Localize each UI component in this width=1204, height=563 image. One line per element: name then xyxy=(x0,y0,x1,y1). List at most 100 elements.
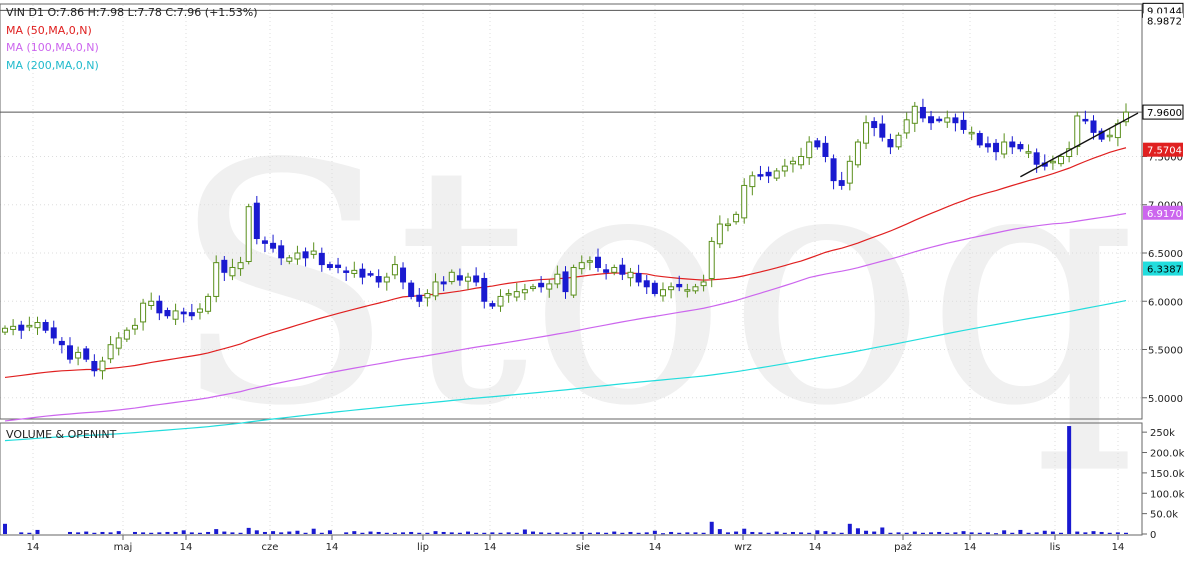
candle-body xyxy=(10,325,17,330)
volume-bar xyxy=(1067,426,1072,534)
candle-body xyxy=(676,283,683,288)
volume-bar xyxy=(985,532,990,534)
candle-body xyxy=(668,286,675,291)
date-axis: 14 maj 14 cze 14 lip 14 sie 14 wrz 14 paź 14 lis 14 xyxy=(27,535,1124,553)
candle-body xyxy=(936,118,943,122)
volume-bar xyxy=(279,532,284,534)
volume-bar xyxy=(141,532,146,534)
volume-bar xyxy=(392,532,397,534)
candle-body xyxy=(659,289,666,297)
candle-body xyxy=(1082,118,1089,122)
volume-bar xyxy=(457,532,462,534)
candle-body xyxy=(903,119,910,134)
x-tick-label: cze xyxy=(262,542,279,553)
symbol-header: VIN D1 O:7.86 H:7.98 L:7.78 C:7.96 (+1.5… xyxy=(6,6,258,19)
candle-body xyxy=(448,271,455,283)
candle-body xyxy=(513,291,520,298)
candle-body xyxy=(180,311,187,315)
candle-body xyxy=(505,293,512,296)
volume-bar xyxy=(360,532,365,534)
candle-body xyxy=(538,282,545,288)
volume-bar xyxy=(872,531,877,534)
volume-bar xyxy=(555,532,560,534)
candle-body xyxy=(465,276,472,282)
candle-body xyxy=(205,295,212,312)
volume-axis: 0 50.0k 100.0k 150.0k 200.0k 250k xyxy=(1142,428,1185,541)
volume-bar xyxy=(660,533,665,535)
volume-bar xyxy=(319,532,324,534)
volume-bar xyxy=(539,532,544,534)
ma200-legend: MA (200,MA,0,N) xyxy=(6,59,99,72)
volume-bar xyxy=(246,527,251,534)
candle-body xyxy=(99,360,106,372)
volume-bar xyxy=(482,532,487,534)
candle-body xyxy=(854,141,861,166)
volume-bar xyxy=(1083,532,1088,534)
candle-body xyxy=(521,289,528,294)
candle-body xyxy=(765,171,772,177)
volume-bar xyxy=(945,532,950,534)
volume-bar xyxy=(449,532,454,534)
volume-bar xyxy=(701,532,706,534)
volume-bar xyxy=(547,532,552,534)
candle-body xyxy=(546,283,553,290)
volume-bar xyxy=(522,529,527,534)
candle-body xyxy=(278,245,285,259)
volume-bar xyxy=(1091,531,1096,534)
volume-bar xyxy=(1034,532,1039,534)
vol-tick-label: 250k xyxy=(1150,428,1175,439)
volume-bar xyxy=(401,532,406,534)
x-tick-label: sie xyxy=(576,542,590,553)
volume-bar xyxy=(311,528,316,534)
volume-bar xyxy=(173,531,178,534)
volume-bar xyxy=(1002,530,1007,534)
x-tick-label: 14 xyxy=(809,542,822,553)
candle-body xyxy=(148,300,155,307)
candle-body xyxy=(1066,148,1073,157)
y-tick-label: 6.5000 xyxy=(1148,249,1183,260)
volume-bar xyxy=(855,528,860,534)
volume-bar xyxy=(92,532,97,534)
volume-bar xyxy=(644,532,649,534)
candle-body xyxy=(286,257,293,262)
volume-bar xyxy=(1099,531,1104,534)
candle-body xyxy=(326,264,333,268)
candle-body xyxy=(253,202,260,240)
price-label-box xyxy=(1143,142,1183,157)
volume-bar xyxy=(604,532,609,534)
volume-bar xyxy=(206,531,211,534)
candle-body xyxy=(984,143,991,148)
grid xyxy=(0,5,1142,534)
volume-bar xyxy=(888,532,893,534)
candle-body xyxy=(58,340,65,346)
volume-bar xyxy=(214,529,219,534)
candle-body xyxy=(188,312,195,317)
volume-bar xyxy=(896,532,901,534)
volume-bar xyxy=(994,533,999,535)
volume-bar xyxy=(1115,532,1120,534)
candle-body xyxy=(741,184,748,219)
candle-body xyxy=(733,213,740,223)
candle-body xyxy=(944,117,951,123)
candle-body xyxy=(968,131,975,135)
candle-body xyxy=(635,272,642,283)
price-label-text: 6.3387 xyxy=(1147,265,1182,276)
candle-body xyxy=(684,289,691,292)
volume-bar xyxy=(67,531,72,534)
candle-body xyxy=(91,360,98,372)
candle-body xyxy=(261,240,268,244)
candle-body xyxy=(562,271,569,293)
volume-bar xyxy=(725,532,730,534)
candle-body xyxy=(156,300,163,314)
candle-body xyxy=(708,240,715,279)
volume-bar xyxy=(238,532,243,534)
volume-bar xyxy=(181,530,186,534)
price-label-text: 6.9170 xyxy=(1147,209,1182,220)
candle-body xyxy=(1017,144,1024,150)
volume-bar xyxy=(368,531,373,534)
candle-body xyxy=(440,281,447,285)
volume-bar xyxy=(774,531,779,534)
ma100-legend: MA (100,MA,0,N) xyxy=(6,41,99,54)
candle-body xyxy=(887,139,894,148)
